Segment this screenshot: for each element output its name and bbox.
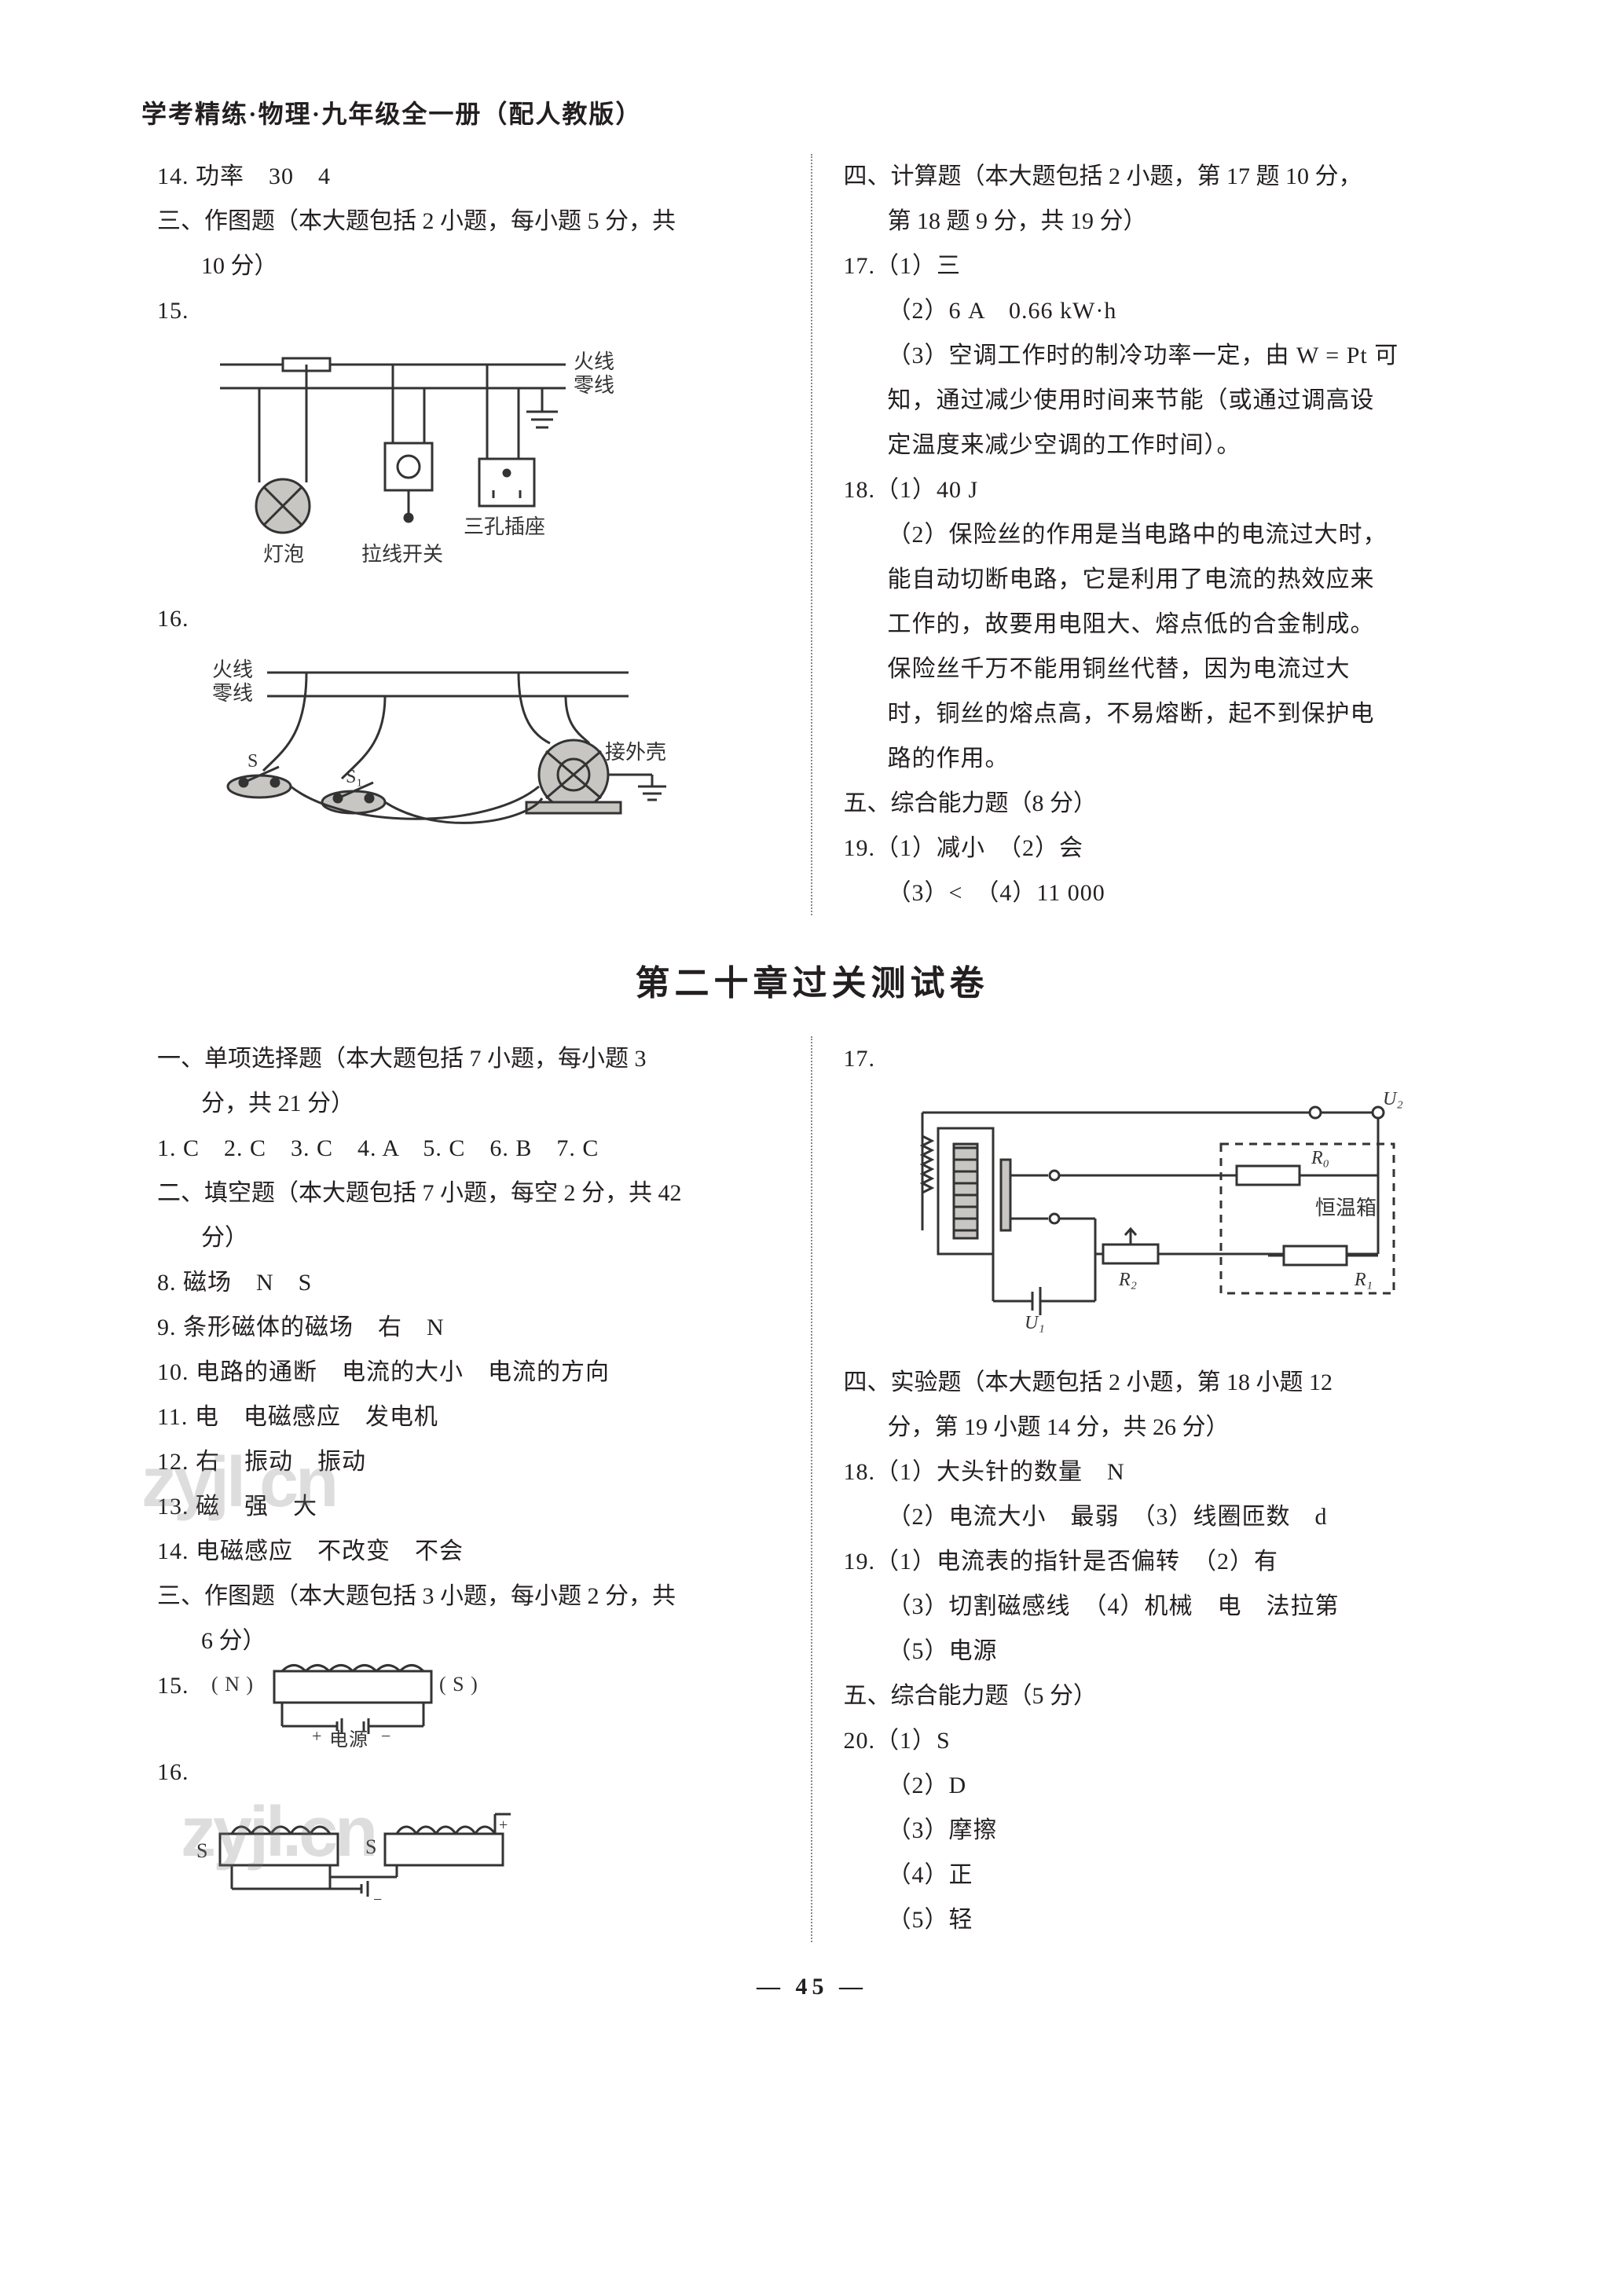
fig17-u2: U₂ [1383, 1089, 1403, 1109]
figure-17: U₂ R₀ 恒温箱 R₁ R₂ U₁ [875, 1089, 1468, 1344]
b-q16-num: 16. [157, 1759, 189, 1785]
q17-1: 17.（1）三 [844, 244, 1468, 288]
fig16b-plus: + [499, 1817, 508, 1834]
q18-2f: 路的作用。 [844, 736, 1468, 781]
page-number: — 45 — [141, 1974, 1483, 2000]
fig17-r1: R₁ [1354, 1270, 1373, 1290]
b-q9: 9. 条形磁体的磁场 右 N [157, 1305, 779, 1350]
bottom-right-col: 17. [812, 1036, 1483, 1942]
b-q15-label: 15. [157, 1663, 779, 1750]
q18-2d: 保险丝千万不能用铜丝代替，因为电流过大 [844, 647, 1468, 691]
q18-2a: （2）保险丝的作用是当电路中的电流过大时， [844, 512, 1468, 557]
figure-16-circuit: 火线 零线 S S₁ 接外壳 [189, 649, 779, 849]
label-huoxian2: 火线 [212, 658, 253, 681]
b-sec3-title: 三、作图题（本大题包括 3 小题，每小题 2 分，共 [157, 1574, 779, 1619]
b-q16-label: 16. zyjl.cn [157, 1750, 779, 1795]
b-q8: 8. 磁场 N S [157, 1260, 779, 1305]
fig15b-minus: − [381, 1726, 391, 1746]
b-q15-num: 15. [157, 1673, 189, 1699]
b-q14: 14. 电磁感应 不改变 不会 [157, 1529, 779, 1574]
b-sec3-title2: 6 分） [157, 1619, 779, 1663]
q18-2e: 时，铜丝的熔点高，不易熔断，起不到保护电 [844, 691, 1468, 736]
top-left-col: 14. 功率 30 4 三、作图题（本大题包括 2 小题，每小题 5 分，共 1… [141, 154, 812, 915]
q19-1: 19.（1）减小 （2）会 [844, 826, 1468, 871]
bottom-section: 一、单项选择题（本大题包括 7 小题，每小题 3 分，共 21 分） 1. C … [141, 1036, 1483, 1942]
b-q19-1: 19.（1）电流表的指针是否偏转 （2）有 [844, 1539, 1468, 1584]
q18-2c: 工作的，故要用电阻大、熔点低的合金制成。 [844, 602, 1468, 647]
b-sec4-title: 四、实验题（本大题包括 2 小题，第 18 小题 12 [844, 1360, 1468, 1405]
figure-15-circuit: 火线 零线 灯泡 拉线开关 三孔插座 [189, 341, 779, 581]
b-q18-1: 18.（1）大头针的数量 N [844, 1450, 1468, 1494]
fig16b-sl: S [196, 1839, 207, 1862]
sec3-title-cont: 10 分） [157, 244, 779, 288]
label-shell: 接外壳 [605, 741, 666, 764]
label-s: S [247, 751, 258, 772]
b-q18-2: （2）电流大小 最弱 （3）线圈匝数 d [844, 1494, 1468, 1539]
fig17-u1: U₁ [1025, 1313, 1045, 1333]
q18-1: 18.（1）40 J [844, 467, 1468, 512]
b-q19-3: （5）电源 [844, 1629, 1468, 1674]
b-q20-1: 20.（1）S [844, 1718, 1468, 1763]
b-q12: 12. 右 振动 振动 zyjl.cn [157, 1439, 779, 1484]
label-huoxian: 火线 [574, 350, 614, 373]
b-q11: 11. 电 电磁感应 发电机 [157, 1395, 779, 1439]
b-q12-text: 12. 右 振动 振动 [157, 1449, 366, 1475]
page-title: 学考精练·物理·九年级全一册（配人教版） [141, 94, 1483, 130]
mc-answers: 1. C 2. C 3. C 4. A 5. C 6. B 7. C [157, 1126, 779, 1171]
fig16b-minus: − [373, 1891, 382, 1908]
q14: 14. 功率 30 4 [157, 154, 779, 199]
fig17-box: 恒温箱 [1315, 1197, 1377, 1219]
q19-2: （3）< （4）11 000 [844, 871, 1468, 915]
q18-2b: 能自动切断电路，它是利用了电流的热效应来 [844, 557, 1468, 602]
bottom-left-col: 一、单项选择题（本大题包括 7 小题，每小题 3 分，共 21 分） 1. C … [141, 1036, 812, 1942]
q17-3c: 定温度来减少空调的工作时间）。 [844, 423, 1468, 467]
b-q13: 13. 磁 强 大 [157, 1484, 779, 1529]
fig17-r0: R₀ [1311, 1148, 1329, 1168]
sec3-title: 三、作图题（本大题包括 2 小题，每小题 5 分，共 [157, 199, 779, 244]
b-q10: 10. 电路的通断 电流的大小 电流的方向 [157, 1350, 779, 1395]
b-q19-2: （3）切割磁感线 （4）机械 电 法拉第 [844, 1584, 1468, 1629]
top-section: 14. 功率 30 4 三、作图题（本大题包括 2 小题，每小题 5 分，共 1… [141, 154, 1483, 915]
q17-2: （2）6 A 0.66 kW·h [844, 288, 1468, 333]
q17-3a: （3）空调工作时的制冷功率一定，由 W = Pt 可 [844, 333, 1468, 378]
b-q20-5: （5）轻 [844, 1897, 1468, 1942]
b-q17-label: 17. [844, 1036, 1468, 1081]
b-sec4-title2: 分，第 19 小题 14 分，共 26 分） [844, 1405, 1468, 1450]
b-sec2-title2: 分） [157, 1215, 779, 1260]
label-lingxian: 零线 [574, 374, 614, 397]
q17-3b: 知，通过减少使用时间来节能（或通过调高设 [844, 378, 1468, 423]
label-socket: 三孔插座 [464, 515, 545, 538]
b-q20-3: （3）摩擦 [844, 1808, 1468, 1853]
b-sec1-title: 一、单项选择题（本大题包括 7 小题，每小题 3 [157, 1036, 779, 1081]
fig16b-sr: S [365, 1835, 376, 1858]
fig17-r2: R₂ [1118, 1270, 1137, 1290]
sec4-title: 四、计算题（本大题包括 2 小题，第 17 题 10 分， [844, 154, 1468, 199]
label-bulb: 灯泡 [263, 543, 304, 566]
fig15b-s: ( S ) [439, 1673, 478, 1696]
chapter-title: 第二十章过关测试卷 [141, 955, 1483, 1005]
fig15b-n: ( N ) [211, 1673, 254, 1696]
top-right-col: 四、计算题（本大题包括 2 小题，第 17 题 10 分， 第 18 题 9 分… [812, 154, 1483, 915]
fig15b-src: 电源 [329, 1729, 368, 1750]
q16-label: 16. [157, 596, 779, 641]
b-q20-2: （2）D [844, 1763, 1468, 1808]
b-sec5-title: 五、综合能力题（5 分） [844, 1674, 1468, 1718]
fig15b-plus: + [312, 1726, 322, 1746]
label-lingxian2: 零线 [212, 682, 253, 705]
b-sec2-title: 二、填空题（本大题包括 7 小题，每空 2 分，共 42 [157, 1171, 779, 1215]
label-switch: 拉线开关 [361, 543, 443, 566]
figure-16b: S S + − [189, 1802, 779, 1916]
label-s1: S₁ [346, 767, 363, 787]
q15-label: 15. [157, 288, 779, 333]
sec5-title: 五、综合能力题（8 分） [844, 781, 1468, 826]
sec4-title-cont: 第 18 题 9 分，共 19 分） [844, 199, 1468, 244]
b-sec1-title2: 分，共 21 分） [157, 1081, 779, 1126]
b-q20-4: （4）正 [844, 1853, 1468, 1897]
